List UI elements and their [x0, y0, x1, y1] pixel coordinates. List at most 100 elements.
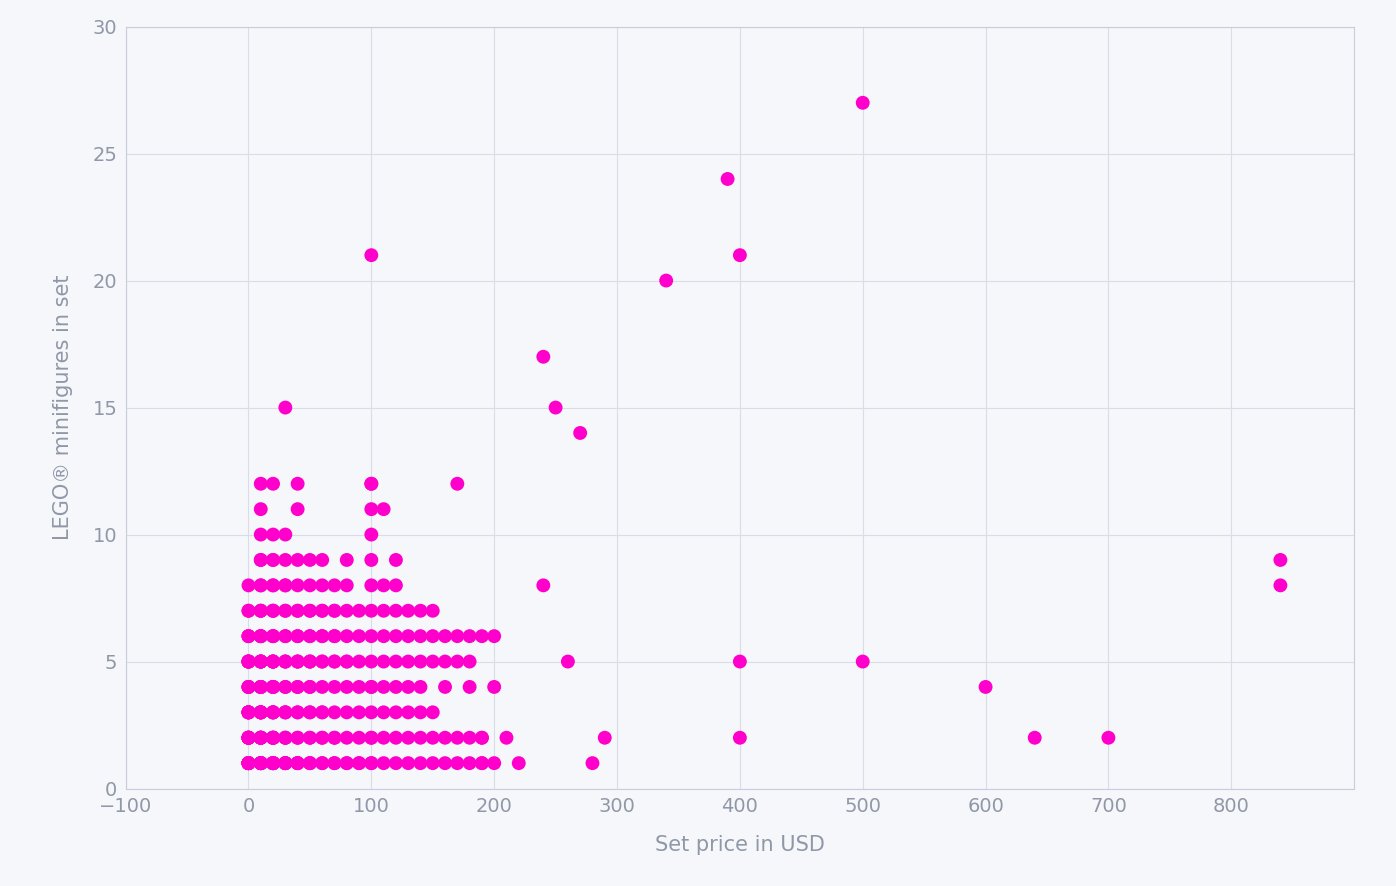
- Point: [274, 680, 296, 694]
- Point: [729, 248, 751, 262]
- Point: [274, 603, 296, 618]
- Point: [274, 629, 296, 643]
- Point: [324, 705, 346, 719]
- Point: [274, 655, 296, 669]
- Point: [274, 705, 296, 719]
- Point: [409, 705, 431, 719]
- Point: [237, 756, 260, 770]
- Point: [262, 680, 285, 694]
- Point: [262, 731, 285, 745]
- Point: [262, 655, 285, 669]
- Point: [396, 756, 419, 770]
- Point: [286, 553, 309, 567]
- Point: [385, 579, 408, 593]
- Point: [396, 705, 419, 719]
- Point: [360, 603, 383, 618]
- Point: [373, 629, 395, 643]
- Point: [250, 705, 272, 719]
- Point: [286, 756, 309, 770]
- Point: [262, 629, 285, 643]
- Point: [262, 553, 285, 567]
- Point: [262, 553, 285, 567]
- Point: [360, 579, 383, 593]
- Point: [348, 756, 370, 770]
- Point: [324, 655, 346, 669]
- Point: [470, 731, 493, 745]
- Point: [237, 731, 260, 745]
- Point: [311, 603, 334, 618]
- Point: [237, 705, 260, 719]
- Point: [557, 655, 579, 669]
- Point: [434, 756, 456, 770]
- Point: [483, 629, 505, 643]
- Point: [262, 477, 285, 491]
- Point: [335, 603, 357, 618]
- Point: [250, 731, 272, 745]
- Point: [299, 629, 321, 643]
- Point: [470, 629, 493, 643]
- Point: [434, 731, 456, 745]
- Point: [1097, 731, 1120, 745]
- Point: [447, 655, 469, 669]
- Point: [422, 655, 444, 669]
- Point: [250, 655, 272, 669]
- Point: [274, 579, 296, 593]
- Point: [250, 756, 272, 770]
- Point: [373, 502, 395, 517]
- Point: [274, 680, 296, 694]
- Point: [262, 705, 285, 719]
- Point: [237, 731, 260, 745]
- Point: [262, 603, 285, 618]
- Point: [250, 680, 272, 694]
- Point: [250, 680, 272, 694]
- Point: [655, 274, 677, 288]
- Point: [299, 705, 321, 719]
- Point: [360, 477, 383, 491]
- Point: [311, 655, 334, 669]
- Point: [274, 400, 296, 415]
- Point: [237, 756, 260, 770]
- Point: [360, 553, 383, 567]
- Point: [1269, 553, 1291, 567]
- Point: [262, 579, 285, 593]
- Point: [262, 756, 285, 770]
- Point: [286, 603, 309, 618]
- Point: [434, 629, 456, 643]
- Point: [274, 655, 296, 669]
- Point: [335, 756, 357, 770]
- Point: [274, 553, 296, 567]
- Point: [299, 603, 321, 618]
- Point: [250, 680, 272, 694]
- Point: [237, 756, 260, 770]
- Point: [324, 655, 346, 669]
- Point: [335, 731, 357, 745]
- Point: [299, 629, 321, 643]
- Point: [237, 731, 260, 745]
- Point: [470, 731, 493, 745]
- Point: [250, 680, 272, 694]
- Point: [434, 680, 456, 694]
- Point: [250, 756, 272, 770]
- Point: [286, 680, 309, 694]
- Point: [262, 680, 285, 694]
- Point: [250, 629, 272, 643]
- Point: [262, 680, 285, 694]
- Point: [729, 655, 751, 669]
- Point: [299, 655, 321, 669]
- Point: [324, 756, 346, 770]
- Point: [385, 705, 408, 719]
- Point: [250, 553, 272, 567]
- Point: [409, 731, 431, 745]
- Point: [250, 655, 272, 669]
- Point: [250, 629, 272, 643]
- Point: [360, 477, 383, 491]
- Point: [422, 731, 444, 745]
- Point: [286, 756, 309, 770]
- Point: [250, 655, 272, 669]
- Point: [274, 731, 296, 745]
- Point: [447, 629, 469, 643]
- Point: [299, 705, 321, 719]
- Point: [360, 502, 383, 517]
- Point: [311, 705, 334, 719]
- Point: [274, 756, 296, 770]
